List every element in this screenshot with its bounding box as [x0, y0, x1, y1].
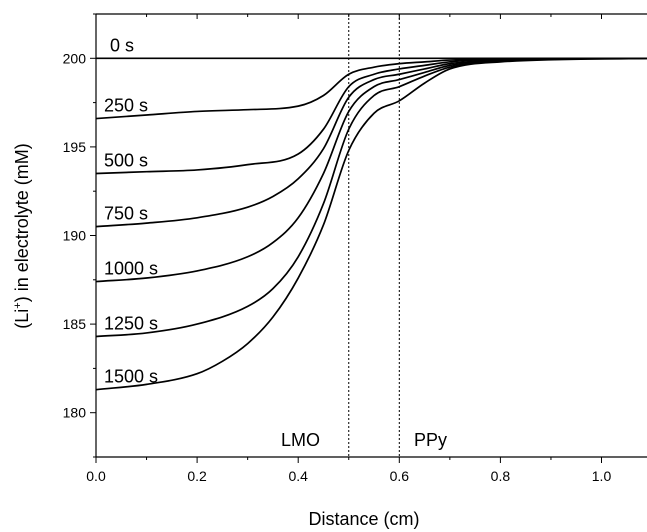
y-axis-title: (Li+) in electrolyte (mM): [12, 143, 32, 328]
x-tick-label: 0.6: [390, 468, 410, 484]
axis-ticks: 0.0 0.2 0.4 0.6 0.8 1.0 180 185 190 195 200: [63, 13, 612, 484]
series-line: [95, 57, 647, 228]
series-line: [95, 57, 647, 120]
series-label: 750 s: [104, 204, 148, 224]
x-axis-title: Distance (cm): [308, 509, 419, 529]
series-label: 1250 s: [104, 314, 158, 334]
x-tick-label: 1.0: [592, 468, 612, 484]
y-tick-label: 180: [63, 405, 87, 421]
series-label: 500 s: [104, 150, 148, 170]
y-tick-label: 195: [63, 139, 87, 155]
series-label: 250 s: [104, 96, 148, 116]
y-tick-label: 190: [63, 228, 87, 244]
x-tick-label: 0.4: [288, 468, 308, 484]
x-tick-label: 0.8: [491, 468, 511, 484]
series-line: [95, 57, 647, 391]
series-line: [95, 57, 647, 175]
y-tick-label: 185: [63, 316, 87, 332]
y-tick-label: 200: [63, 50, 87, 66]
x-tick-label: 0.2: [187, 468, 207, 484]
series-label: 1500 s: [104, 367, 158, 387]
series-label: 1000 s: [104, 259, 158, 279]
region-label-lmo: LMO: [281, 430, 320, 450]
x-tick-label: 0.0: [86, 468, 106, 484]
y-axis-title-sup: +: [12, 302, 24, 308]
y-axis-title-rest: ) in electrolyte (mM): [12, 143, 32, 302]
region-label-ppy: PPy: [414, 430, 447, 450]
series-lines: [95, 57, 647, 391]
curve-labels: 0 s 250 s 500 s 750 s 1000 s 1250 s 1500 s: [104, 35, 158, 386]
y-axis-title-main: (Li: [12, 309, 32, 329]
series-line: [95, 57, 647, 338]
series-label: 0 s: [110, 35, 134, 55]
series-line: [95, 57, 647, 283]
